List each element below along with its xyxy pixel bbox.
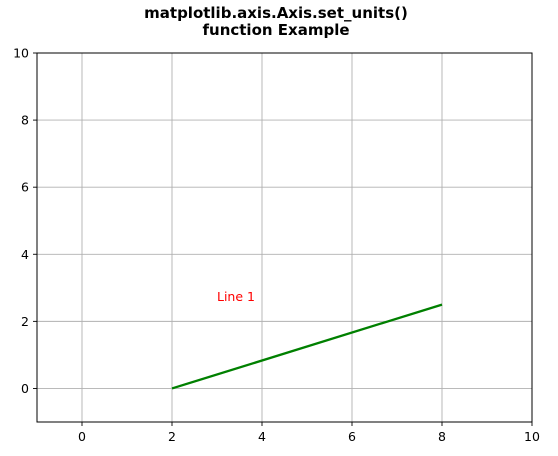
x-tick-label-0: 0 xyxy=(78,429,86,444)
x-tick-label-4: 8 xyxy=(438,429,446,444)
plot-frame xyxy=(36,52,533,423)
annotation-0: Line 1 xyxy=(217,289,255,304)
y-tick-label-3: 6 xyxy=(21,180,29,195)
x-tick-label-1: 2 xyxy=(168,429,176,444)
series-layer xyxy=(171,303,443,390)
x-tick-label-2: 4 xyxy=(258,429,266,444)
y-tick-label-5: 10 xyxy=(13,46,29,61)
y-tick-label-4: 8 xyxy=(21,113,29,128)
tick-layer: 0 2 4 6 8 10 0 2 4 6 8 10 xyxy=(13,46,540,445)
annotation-layer: Line 1 xyxy=(217,289,255,304)
x-tick-label-3: 6 xyxy=(348,429,356,444)
chart-title-line-2: function Example xyxy=(202,21,349,39)
chart-title-line-1: matplotlib.axis.Axis.set_units() xyxy=(144,4,408,22)
y-tick-label-2: 4 xyxy=(21,247,29,262)
series-line-0 xyxy=(171,303,443,390)
x-tick-label-5: 10 xyxy=(524,429,540,444)
y-tick-label-1: 2 xyxy=(21,314,29,329)
y-tick-label-0: 0 xyxy=(21,381,29,396)
